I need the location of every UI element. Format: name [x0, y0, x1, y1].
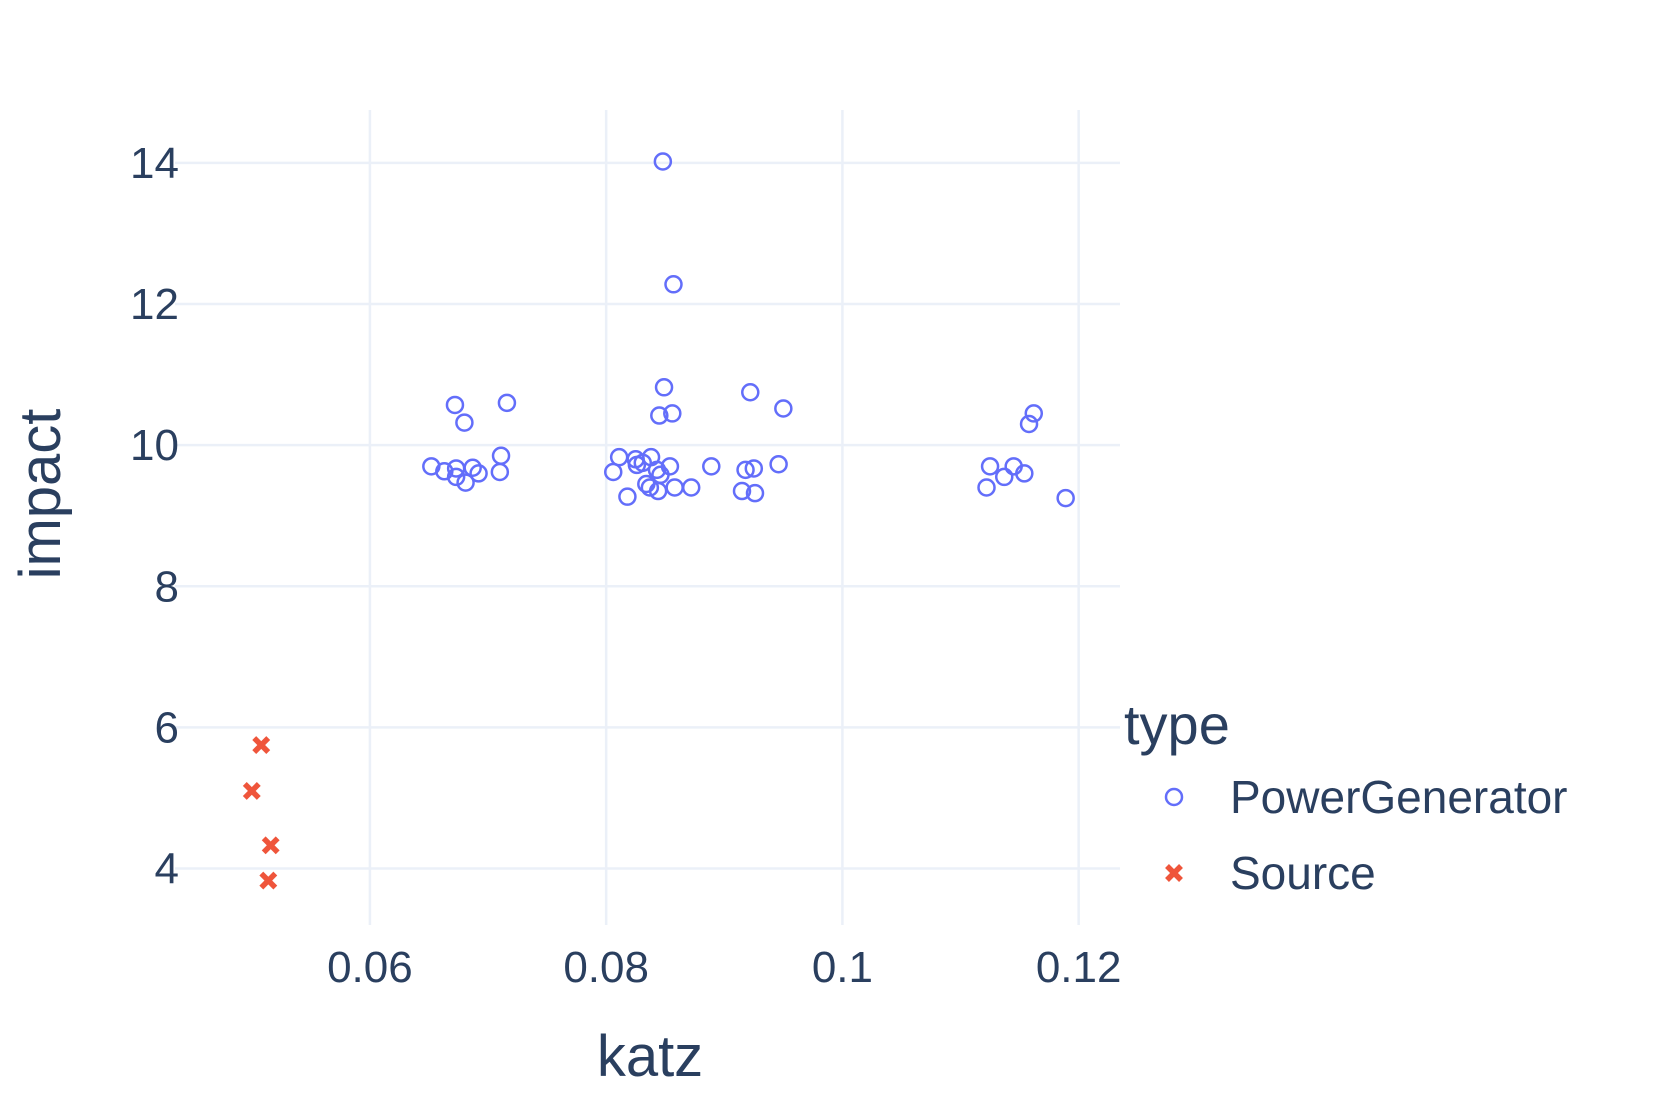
legend-circle-marker [1164, 787, 1184, 807]
powergenerator-point [994, 467, 1014, 487]
powergenerator-point [744, 459, 764, 478]
powergenerator-point [660, 457, 680, 476]
grid-lines [175, 110, 1120, 925]
x-tick-label: 0.06 [327, 943, 413, 992]
y-axis-title: impact [8, 409, 73, 580]
legend-title: type [1124, 693, 1230, 756]
powergenerator-point [609, 447, 629, 467]
powergenerator-point [1024, 404, 1044, 423]
powergenerator-point [681, 478, 701, 497]
powergenerator-point [745, 483, 765, 503]
y-tick-label: 4 [155, 845, 179, 894]
powergenerator-point [446, 467, 466, 487]
powergenerator-point [469, 464, 488, 483]
powergenerator-point [736, 460, 755, 480]
source-point [261, 836, 280, 855]
y-tick-label: 14 [130, 139, 179, 188]
legend-x-marker [1165, 864, 1183, 882]
powergenerator-point [456, 473, 475, 492]
x-tick-label: 0.08 [563, 943, 649, 992]
powergenerator-point [445, 395, 465, 415]
y-axis-ticks: 4 6 8 10 12 14 [130, 139, 179, 894]
legend-item[interactable]: PowerGenerator [1164, 771, 1568, 823]
powergenerator-point [977, 478, 996, 497]
powergenerator-point [741, 383, 760, 402]
powergenerator-point [491, 446, 511, 466]
x-tick-label: 0.12 [1036, 943, 1122, 992]
y-tick-label: 12 [130, 280, 179, 329]
y-tick-label: 6 [155, 703, 179, 752]
powergenerator-point [497, 393, 517, 413]
y-tick-label: 10 [130, 421, 179, 470]
legend: type PowerGenerator Source [1124, 693, 1568, 899]
source-point [252, 736, 271, 755]
powergenerator-point [732, 481, 752, 501]
powergenerator-point [980, 457, 1000, 476]
powergenerator-point [618, 487, 637, 506]
data-points [242, 152, 1075, 890]
powergenerator-point [640, 478, 660, 497]
powergenerator-point [490, 462, 510, 482]
powergenerator-point [651, 465, 670, 485]
powergenerator-point [1015, 464, 1034, 483]
legend-label: PowerGenerator [1230, 771, 1568, 823]
powergenerator-point [665, 478, 684, 497]
x-axis-ticks: 0.06 0.08 0.1 0.12 [327, 943, 1121, 992]
x-tick-label: 0.1 [812, 943, 873, 992]
source-point [259, 871, 278, 890]
powergenerator-point [650, 406, 669, 425]
powergenerator-point [637, 474, 656, 494]
powergenerator-point [654, 378, 674, 397]
source-point [242, 781, 261, 800]
powergenerator-point [664, 275, 683, 294]
powergenerator-point [769, 454, 788, 474]
x-axis-title: katz [597, 1024, 703, 1089]
powergenerator-point [774, 399, 793, 418]
legend-items: PowerGenerator Source [1164, 771, 1568, 899]
powergenerator-point [1019, 414, 1039, 434]
powergenerator-point [663, 404, 682, 423]
legend-label: Source [1230, 847, 1376, 899]
legend-item[interactable]: Source [1165, 847, 1376, 899]
powergenerator-point [455, 413, 474, 432]
powergenerator-point [653, 152, 673, 171]
powergenerator-point [463, 458, 482, 478]
powergenerator-point [1056, 488, 1075, 508]
y-tick-label: 8 [155, 562, 179, 611]
powergenerator-point [702, 457, 721, 476]
powergenerator-point [647, 460, 667, 480]
